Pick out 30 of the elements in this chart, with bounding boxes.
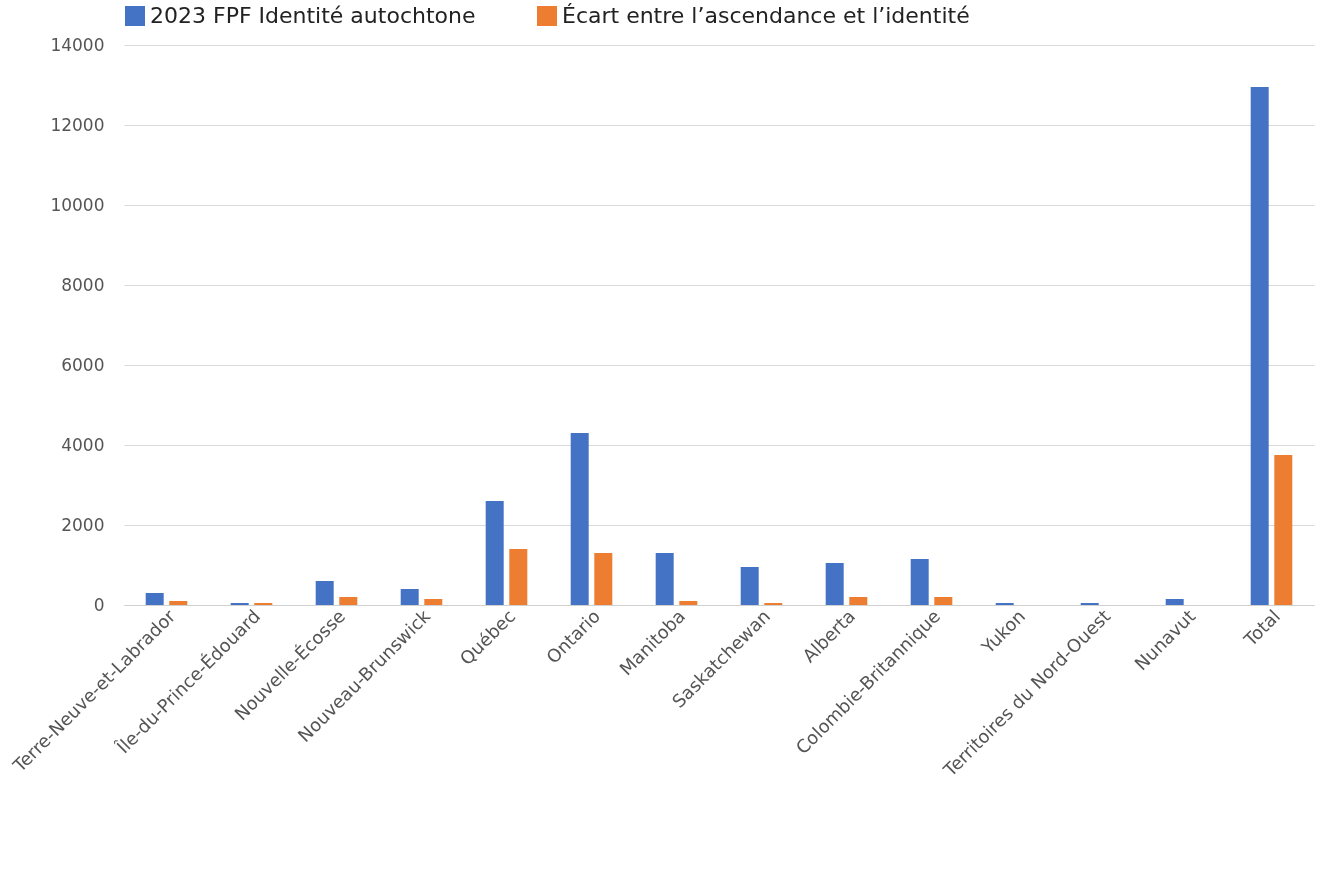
bar bbox=[424, 599, 443, 605]
bar bbox=[169, 601, 188, 605]
y-tick-label: 4000 bbox=[61, 434, 105, 455]
bar bbox=[315, 581, 334, 605]
bar bbox=[679, 601, 698, 605]
bar bbox=[1165, 599, 1184, 605]
bar bbox=[485, 501, 504, 605]
y-tick-label: 12000 bbox=[50, 114, 105, 135]
bar bbox=[339, 597, 358, 605]
bar bbox=[1274, 455, 1293, 605]
y-tick-label: 8000 bbox=[61, 274, 105, 295]
legend-label: 2023 FPF Identité autochtone bbox=[150, 3, 476, 28]
bar bbox=[910, 559, 929, 605]
y-tick-label: 14000 bbox=[50, 34, 105, 55]
bar bbox=[400, 589, 419, 605]
bar bbox=[740, 567, 759, 605]
bar bbox=[570, 433, 589, 605]
bar bbox=[655, 553, 674, 605]
bar bbox=[145, 593, 164, 605]
bar bbox=[849, 597, 868, 605]
y-tick-label: 0 bbox=[93, 594, 105, 615]
bar bbox=[934, 597, 953, 605]
bar bbox=[594, 553, 613, 605]
legend-label: Écart entre l’ascendance et l’identité bbox=[562, 3, 970, 28]
bar bbox=[825, 563, 844, 605]
bar bbox=[1250, 87, 1269, 605]
y-tick-label: 10000 bbox=[50, 194, 105, 215]
bar bbox=[509, 549, 528, 605]
y-tick-label: 6000 bbox=[61, 354, 105, 375]
y-tick-label: 2000 bbox=[61, 514, 105, 535]
